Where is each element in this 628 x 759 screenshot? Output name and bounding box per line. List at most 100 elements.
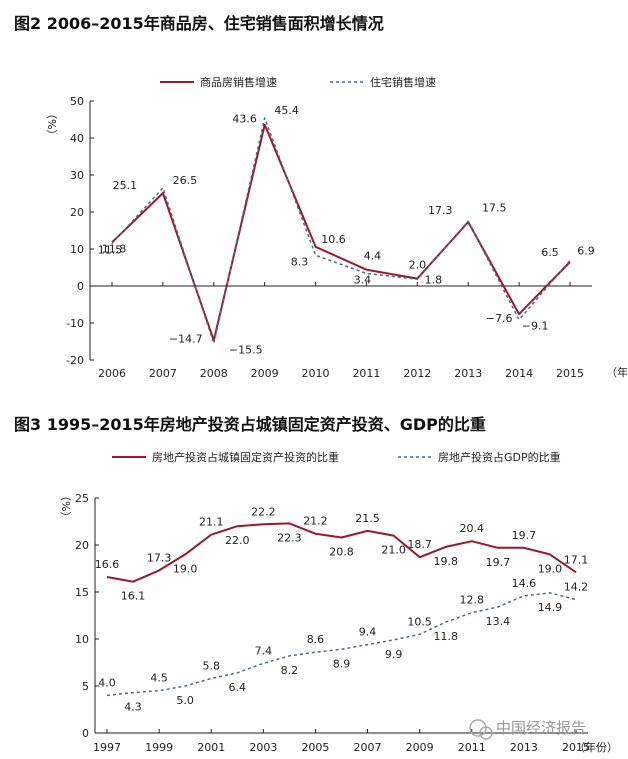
chart2-series-1-data-label: 19.8: [433, 555, 458, 568]
chart2-y-tick-label: 0: [82, 727, 89, 740]
chart2-legend-solid-label: 房地产投资占城镇固定资产投资的比重: [152, 450, 339, 464]
chart2-series-2-data-label: 5.0: [176, 694, 194, 707]
chart2-series-2-data-label: 14.6: [512, 577, 537, 590]
chart1-title: 图2 2006–2015年商品房、住宅销售面积增长情况: [14, 14, 384, 33]
chart2-series-1-data-label: 16.1: [121, 590, 146, 603]
chart2-series-1-data-label: 19.0: [173, 562, 198, 575]
chart1-x-tick-label: 2013: [454, 367, 482, 380]
chart1-y-tick-label: 40: [70, 132, 84, 145]
chart1-y-tick-label: 10: [70, 243, 84, 256]
chart2-series-2-data-label: 6.4: [229, 681, 247, 694]
chart1-y-tick-label: -20: [66, 354, 84, 367]
chart2-series-1-data-label: 21.2: [303, 515, 328, 528]
chart2-y-tick-label: 10: [75, 633, 89, 646]
chart2-y-tick-label: 25: [75, 492, 89, 505]
chart1-series-2-data-label: −9.1: [522, 320, 549, 333]
wechat-icon-inner: [479, 726, 493, 740]
chart1-x-tick-label: 2010: [302, 367, 330, 380]
chart2-y-tick-label: 5: [82, 680, 89, 693]
chart2-x-tick-label: 2001: [197, 741, 225, 754]
chart2-y-tick-label: 15: [75, 586, 89, 599]
chart2-x-unit: （年份）: [574, 740, 618, 754]
watermark: 中国经济报告: [469, 719, 586, 740]
chart2-y-unit: （%）: [59, 490, 72, 522]
chart1-y-tick-label: 0: [77, 280, 84, 293]
chart1-x-tick-label: 2007: [149, 367, 177, 380]
chart2-x-tick-label: 2015: [562, 741, 590, 754]
chart2-x-tick-label: 2011: [458, 741, 486, 754]
chart2-series-1-data-label: 22.2: [251, 505, 276, 518]
chart2-legend-dashed-label: 房地产投资占GDP的比重: [438, 450, 561, 464]
chart2-series-1-line: [106, 522, 577, 583]
chart1-series-1-data-label: 25.1: [113, 179, 138, 192]
chart1-y-tick-label: -10: [66, 317, 84, 330]
chart2-series-1-data-label: 22.3: [277, 531, 302, 544]
chart2-series-2-data-label: 5.8: [202, 659, 220, 672]
chart1-x-tick-label: 2015: [556, 367, 584, 380]
chart2-series-1-data-label: 16.6: [95, 558, 120, 571]
chart2-series-1-data-label: 19.7: [512, 529, 537, 542]
wechat-icon: [469, 719, 487, 737]
chart2-series-1-data-label: 21.5: [355, 512, 380, 525]
chart1-y-tick-label: 30: [70, 169, 84, 182]
chart2-series-1-data-label: 20.8: [329, 545, 354, 558]
chart2-series-1-data-label: 18.7: [407, 538, 432, 551]
chart2-series-1-data-label: 21.1: [199, 516, 224, 529]
chart2-series-2-data-label: 14.2: [564, 581, 589, 594]
chart2-series-1-data-label: 17.3: [147, 551, 172, 564]
chart1-x-tick-label: 2014: [505, 367, 533, 380]
chart2-x-tick-label: 1997: [93, 741, 121, 754]
chart1-series-1-data-label: 4.4: [364, 250, 382, 263]
chart1-y-tick-label: 20: [70, 206, 84, 219]
chart2-series-2-data-label: 8.6: [307, 633, 325, 646]
chart2-series-2-data-label: 8.9: [333, 657, 351, 670]
chart1-x-tick-label: 2012: [403, 367, 431, 380]
chart1-series-1-data-label: −7.6: [486, 312, 513, 325]
chart1-series-2-data-label: 1.8: [425, 273, 443, 286]
chart1-series-1-data-label: 10.6: [321, 233, 346, 246]
chart1-series-1-data-label: 17.3: [428, 204, 453, 217]
chart1-series-2-line: [111, 117, 571, 345]
chart2-series-2-data-label: 13.4: [486, 615, 511, 628]
chart1-series-1-data-label: 6.5: [541, 246, 559, 259]
chart2-series-2-data-label: 11.8: [433, 630, 458, 643]
chart2-series-2-data-label: 14.9: [538, 601, 563, 614]
chart2-x-tick-label: 2003: [249, 741, 277, 754]
chart2-x-tick-label: 1999: [145, 741, 173, 754]
chart2-series-2-data-label: 9.9: [385, 648, 403, 661]
chart1-x-tick-label: 2008: [200, 367, 228, 380]
chart2-series-1-data-label: 19.7: [486, 556, 511, 569]
chart1-series-1-data-label: −14.7: [169, 332, 203, 345]
chart2-series-2-line: [106, 592, 577, 697]
chart2-series-1-data-label: 17.1: [564, 553, 589, 566]
chart1-series-2-data-label: 6.9: [577, 244, 595, 257]
chart1-series-2-data-label: 3.4: [354, 273, 372, 286]
chart2-y-tick-label: 20: [75, 539, 89, 552]
chart1-x-tick-label: 2011: [352, 367, 380, 380]
chart1-series-1-data-label: 43.6: [232, 113, 257, 126]
chart1-x-tick-label: 2006: [98, 367, 126, 380]
chart1-x-tick-label: 2009: [251, 367, 279, 380]
chart2-series-2-data-label: 9.4: [359, 626, 377, 639]
chart1-series-2-data-label: 11.5: [98, 243, 123, 256]
chart2-x-tick-label: 2013: [510, 741, 538, 754]
chart2-series-1-data-label: 22.0: [225, 534, 250, 547]
chart1-legend-solid-label: 商品房销售增速: [200, 75, 277, 89]
chart2-x-tick-label: 2009: [406, 741, 434, 754]
chart2-series-2-data-label: 8.2: [281, 664, 299, 677]
chart2-title: 图3 1995–2015年房地产投资占城镇固定资产投资、GDP的比重: [14, 415, 486, 434]
watermark-text: 中国经济报告: [496, 719, 586, 737]
chart2-series-2-data-label: 12.8: [460, 594, 485, 607]
chart1-series-2-data-label: 8.3: [291, 255, 309, 268]
chart2-series-1-data-label: 20.4: [460, 522, 485, 535]
chart2-series-2-data-label: 4.5: [150, 672, 168, 685]
chart1-legend-dashed-label: 住宅销售增速: [370, 75, 436, 89]
chart2-x-tick-label: 2007: [354, 741, 382, 754]
chart1-series-1-data-label: 2.0: [409, 259, 427, 272]
chart2-series-2-data-label: 7.4: [255, 644, 273, 657]
chart2-series-1-data-label: 21.0: [381, 544, 406, 557]
chart1-series-2-data-label: 45.4: [274, 104, 299, 117]
chart1-y-unit: （%）: [45, 108, 58, 140]
chart2-series-2-data-label: 10.5: [407, 615, 432, 628]
